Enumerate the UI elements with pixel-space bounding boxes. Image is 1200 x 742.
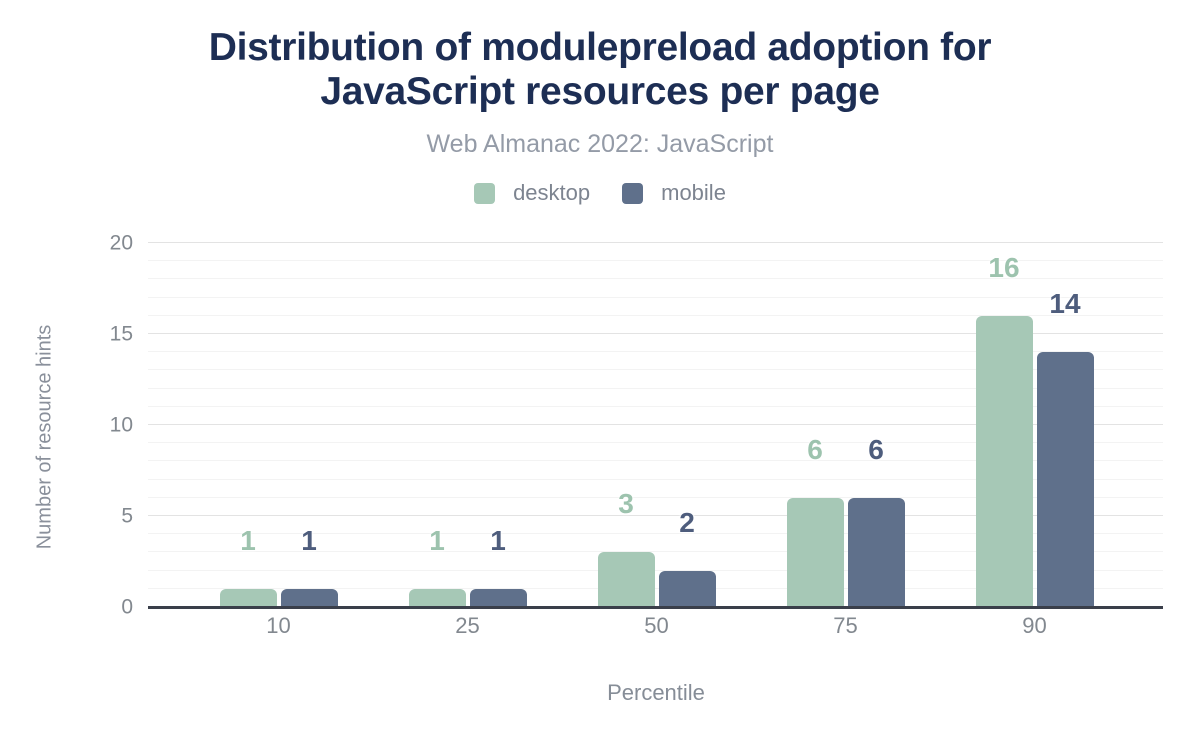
bar-value-label-desktop-p50: 3	[618, 488, 634, 520]
gridline	[148, 296, 1163, 298]
gridline	[148, 424, 1163, 425]
plot-area: 1 1 1 1 3 2 6 6 16 14	[148, 242, 1163, 607]
legend-swatch-mobile	[622, 182, 644, 204]
y-tick-label: 0	[121, 595, 133, 619]
bar-mobile-p10	[280, 588, 338, 607]
gridline	[148, 533, 1163, 535]
gridline	[148, 551, 1163, 553]
gridline	[148, 478, 1163, 480]
bar-value-label-mobile-p50: 2	[679, 506, 695, 538]
legend-item-mobile: mobile	[622, 180, 726, 206]
gridline	[148, 460, 1163, 462]
gridline	[148, 314, 1163, 316]
gridline	[148, 587, 1163, 589]
gridline	[148, 496, 1163, 498]
gridline	[148, 333, 1163, 334]
x-tick-label: 50	[644, 613, 669, 638]
bar-mobile-p25	[469, 588, 527, 607]
bar-value-label-mobile-p10: 1	[301, 524, 317, 556]
bar-mobile-p90	[1036, 352, 1094, 607]
bar-mobile-p75	[847, 497, 905, 607]
bar-value-label-mobile-p25: 1	[490, 524, 506, 556]
gridline	[148, 369, 1163, 371]
legend-label-desktop: desktop	[513, 180, 591, 205]
x-tick-label: 75	[833, 613, 858, 638]
gridline	[148, 387, 1163, 389]
chart-title-line1: Distribution of modulepreload adoption f…	[208, 26, 992, 69]
x-tick-label: 25	[455, 613, 480, 638]
x-axis-line	[148, 606, 1163, 609]
gridline	[148, 351, 1163, 353]
chart-title: Distribution of modulepreload adoption f…	[0, 26, 1200, 114]
bar-value-label-desktop-p75: 6	[807, 433, 823, 465]
gridline	[148, 260, 1163, 262]
y-tick-label: 5	[121, 504, 133, 528]
legend-swatch-desktop	[474, 182, 496, 204]
x-axis-title: Percentile	[607, 680, 705, 705]
legend-item-desktop: desktop	[474, 180, 590, 206]
bar-desktop-p75	[786, 497, 844, 607]
bar-value-label-mobile-p75: 6	[868, 433, 884, 465]
gridline	[148, 242, 1163, 243]
bar-mobile-p50	[658, 570, 716, 607]
chart-title-line2: JavaScript resources per page	[320, 70, 880, 113]
gridline	[148, 515, 1163, 516]
bar-value-label-desktop-p90: 16	[988, 251, 1020, 283]
y-tick-label: 20	[109, 231, 133, 255]
y-axis-ticks: 0 5 10 15 20	[0, 233, 133, 618]
bar-desktop-p10	[219, 588, 277, 607]
bar-desktop-p90	[975, 315, 1033, 607]
bar-desktop-p25	[408, 588, 466, 607]
x-tick-label: 10	[266, 613, 291, 638]
x-tick-label: 90	[1022, 613, 1047, 638]
y-tick-label: 10	[109, 413, 133, 437]
legend: desktop mobile	[0, 180, 1200, 206]
legend-label-mobile: mobile	[661, 180, 726, 205]
gridline	[148, 569, 1163, 571]
chart-subtitle: Web Almanac 2022: JavaScript	[426, 130, 774, 158]
y-tick-label: 15	[109, 322, 133, 346]
bar-value-label-mobile-p90: 14	[1049, 288, 1081, 320]
gridline	[148, 442, 1163, 444]
x-axis-ticks: 10 25 50 75 90	[148, 615, 1163, 641]
bar-value-label-desktop-p10: 1	[240, 524, 256, 556]
bar-desktop-p50	[597, 552, 655, 607]
gridline	[148, 278, 1163, 280]
gridline	[148, 405, 1163, 407]
bar-value-label-desktop-p25: 1	[429, 524, 445, 556]
